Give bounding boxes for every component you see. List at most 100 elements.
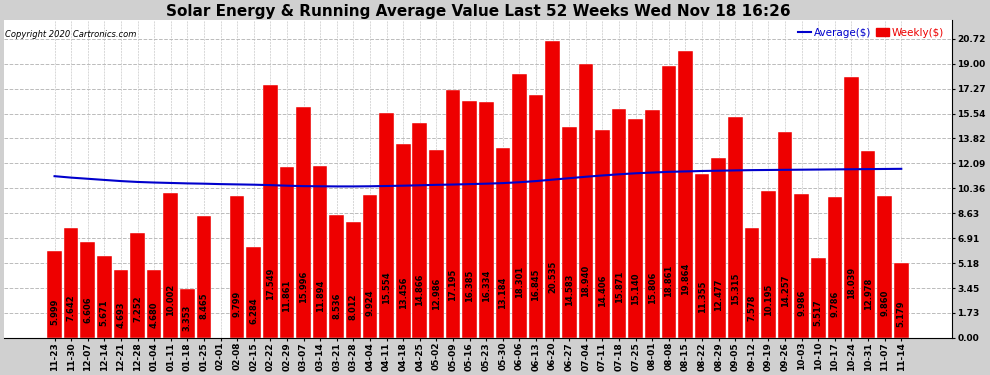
Text: 18.301: 18.301 (515, 266, 524, 298)
Text: 14.257: 14.257 (780, 274, 790, 307)
Bar (661, 66, 676, 338)
Text: Copyright 2020 Cartronics.com: Copyright 2020 Cartronics.com (5, 30, 137, 39)
Bar (63, 228, 78, 338)
Text: 8.012: 8.012 (348, 294, 358, 321)
Bar (279, 166, 294, 338)
Text: 16.385: 16.385 (465, 270, 474, 302)
Bar (629, 119, 643, 338)
Text: 10.195: 10.195 (764, 284, 773, 316)
Text: 8.465: 8.465 (199, 293, 209, 320)
Bar (811, 258, 826, 338)
Bar (446, 90, 460, 338)
Text: 7.252: 7.252 (133, 296, 142, 322)
Text: 15.315: 15.315 (731, 272, 740, 304)
Bar (379, 113, 394, 338)
Bar (496, 147, 510, 338)
Text: 4.680: 4.680 (149, 301, 158, 328)
Text: 6.606: 6.606 (83, 297, 92, 324)
Bar (695, 174, 710, 338)
Bar (479, 102, 494, 338)
Bar (362, 195, 377, 338)
Text: 12.986: 12.986 (432, 277, 441, 310)
Text: 18.940: 18.940 (581, 264, 590, 297)
Bar (197, 216, 211, 338)
Text: 5.517: 5.517 (814, 299, 823, 326)
Bar (562, 128, 576, 338)
Text: 9.860: 9.860 (880, 290, 889, 316)
Text: 7.578: 7.578 (747, 295, 756, 321)
Text: 15.996: 15.996 (299, 271, 308, 303)
Bar (860, 150, 875, 338)
Text: 8.536: 8.536 (333, 293, 342, 320)
Text: 13.184: 13.184 (498, 277, 507, 309)
Text: 19.864: 19.864 (681, 262, 690, 295)
Text: 5.179: 5.179 (897, 300, 906, 327)
Text: 17.549: 17.549 (266, 267, 275, 300)
Text: 11.355: 11.355 (698, 281, 707, 313)
Bar (529, 95, 544, 338)
Text: 15.554: 15.554 (382, 272, 391, 304)
Text: 18.039: 18.039 (847, 267, 856, 299)
Bar (828, 196, 842, 338)
Bar (744, 228, 759, 338)
Text: 15.871: 15.871 (615, 271, 624, 303)
Bar (595, 130, 610, 338)
Bar (413, 123, 427, 338)
Text: 9.986: 9.986 (797, 290, 806, 316)
Text: 10.002: 10.002 (166, 284, 175, 316)
Text: 14.866: 14.866 (415, 273, 425, 306)
Bar (247, 247, 261, 338)
Title: Solar Energy & Running Average Value Last 52 Weeks Wed Nov 18 16:26: Solar Energy & Running Average Value Las… (165, 4, 790, 19)
Text: 14.583: 14.583 (564, 274, 574, 306)
Text: 16.845: 16.845 (532, 269, 541, 302)
Text: 14.406: 14.406 (598, 274, 607, 307)
Bar (330, 214, 345, 338)
Text: 11.894: 11.894 (316, 280, 325, 312)
Bar (346, 222, 360, 338)
Bar (131, 233, 145, 338)
Text: 7.642: 7.642 (66, 295, 75, 321)
Text: 5.671: 5.671 (100, 299, 109, 326)
Text: 20.535: 20.535 (548, 261, 557, 293)
Bar (163, 194, 178, 338)
Bar (296, 107, 311, 338)
Bar (114, 270, 129, 338)
Text: 9.786: 9.786 (831, 290, 840, 316)
Bar (644, 110, 659, 338)
Legend: Average($), Weekly($): Average($), Weekly($) (796, 26, 946, 40)
Bar (894, 263, 909, 338)
Text: 13.456: 13.456 (399, 276, 408, 309)
Text: 9.924: 9.924 (365, 290, 374, 316)
Text: 4.693: 4.693 (117, 301, 126, 328)
Bar (462, 101, 477, 338)
Text: 17.195: 17.195 (448, 268, 457, 301)
Bar (545, 42, 560, 338)
Text: 3.353: 3.353 (183, 304, 192, 330)
Bar (512, 74, 527, 338)
Bar (429, 150, 444, 338)
Text: 15.806: 15.806 (647, 271, 656, 304)
Bar (180, 290, 195, 338)
Bar (728, 117, 742, 338)
Text: 12.978: 12.978 (863, 278, 872, 310)
Bar (761, 190, 776, 338)
Bar (230, 196, 245, 338)
Text: 12.477: 12.477 (714, 278, 723, 311)
Text: 15.140: 15.140 (632, 273, 641, 305)
Bar (578, 64, 593, 338)
Bar (612, 109, 627, 338)
Text: 18.861: 18.861 (664, 265, 673, 297)
Bar (48, 251, 61, 338)
Text: 11.861: 11.861 (282, 280, 291, 312)
Bar (97, 256, 112, 338)
Bar (396, 144, 411, 338)
Bar (877, 195, 892, 338)
Text: 16.334: 16.334 (482, 270, 491, 302)
Bar (794, 194, 809, 338)
Bar (80, 243, 95, 338)
Bar (678, 51, 693, 338)
Bar (147, 270, 161, 338)
Bar (263, 84, 277, 338)
Text: 9.799: 9.799 (233, 290, 242, 316)
Text: 5.999: 5.999 (50, 298, 59, 325)
